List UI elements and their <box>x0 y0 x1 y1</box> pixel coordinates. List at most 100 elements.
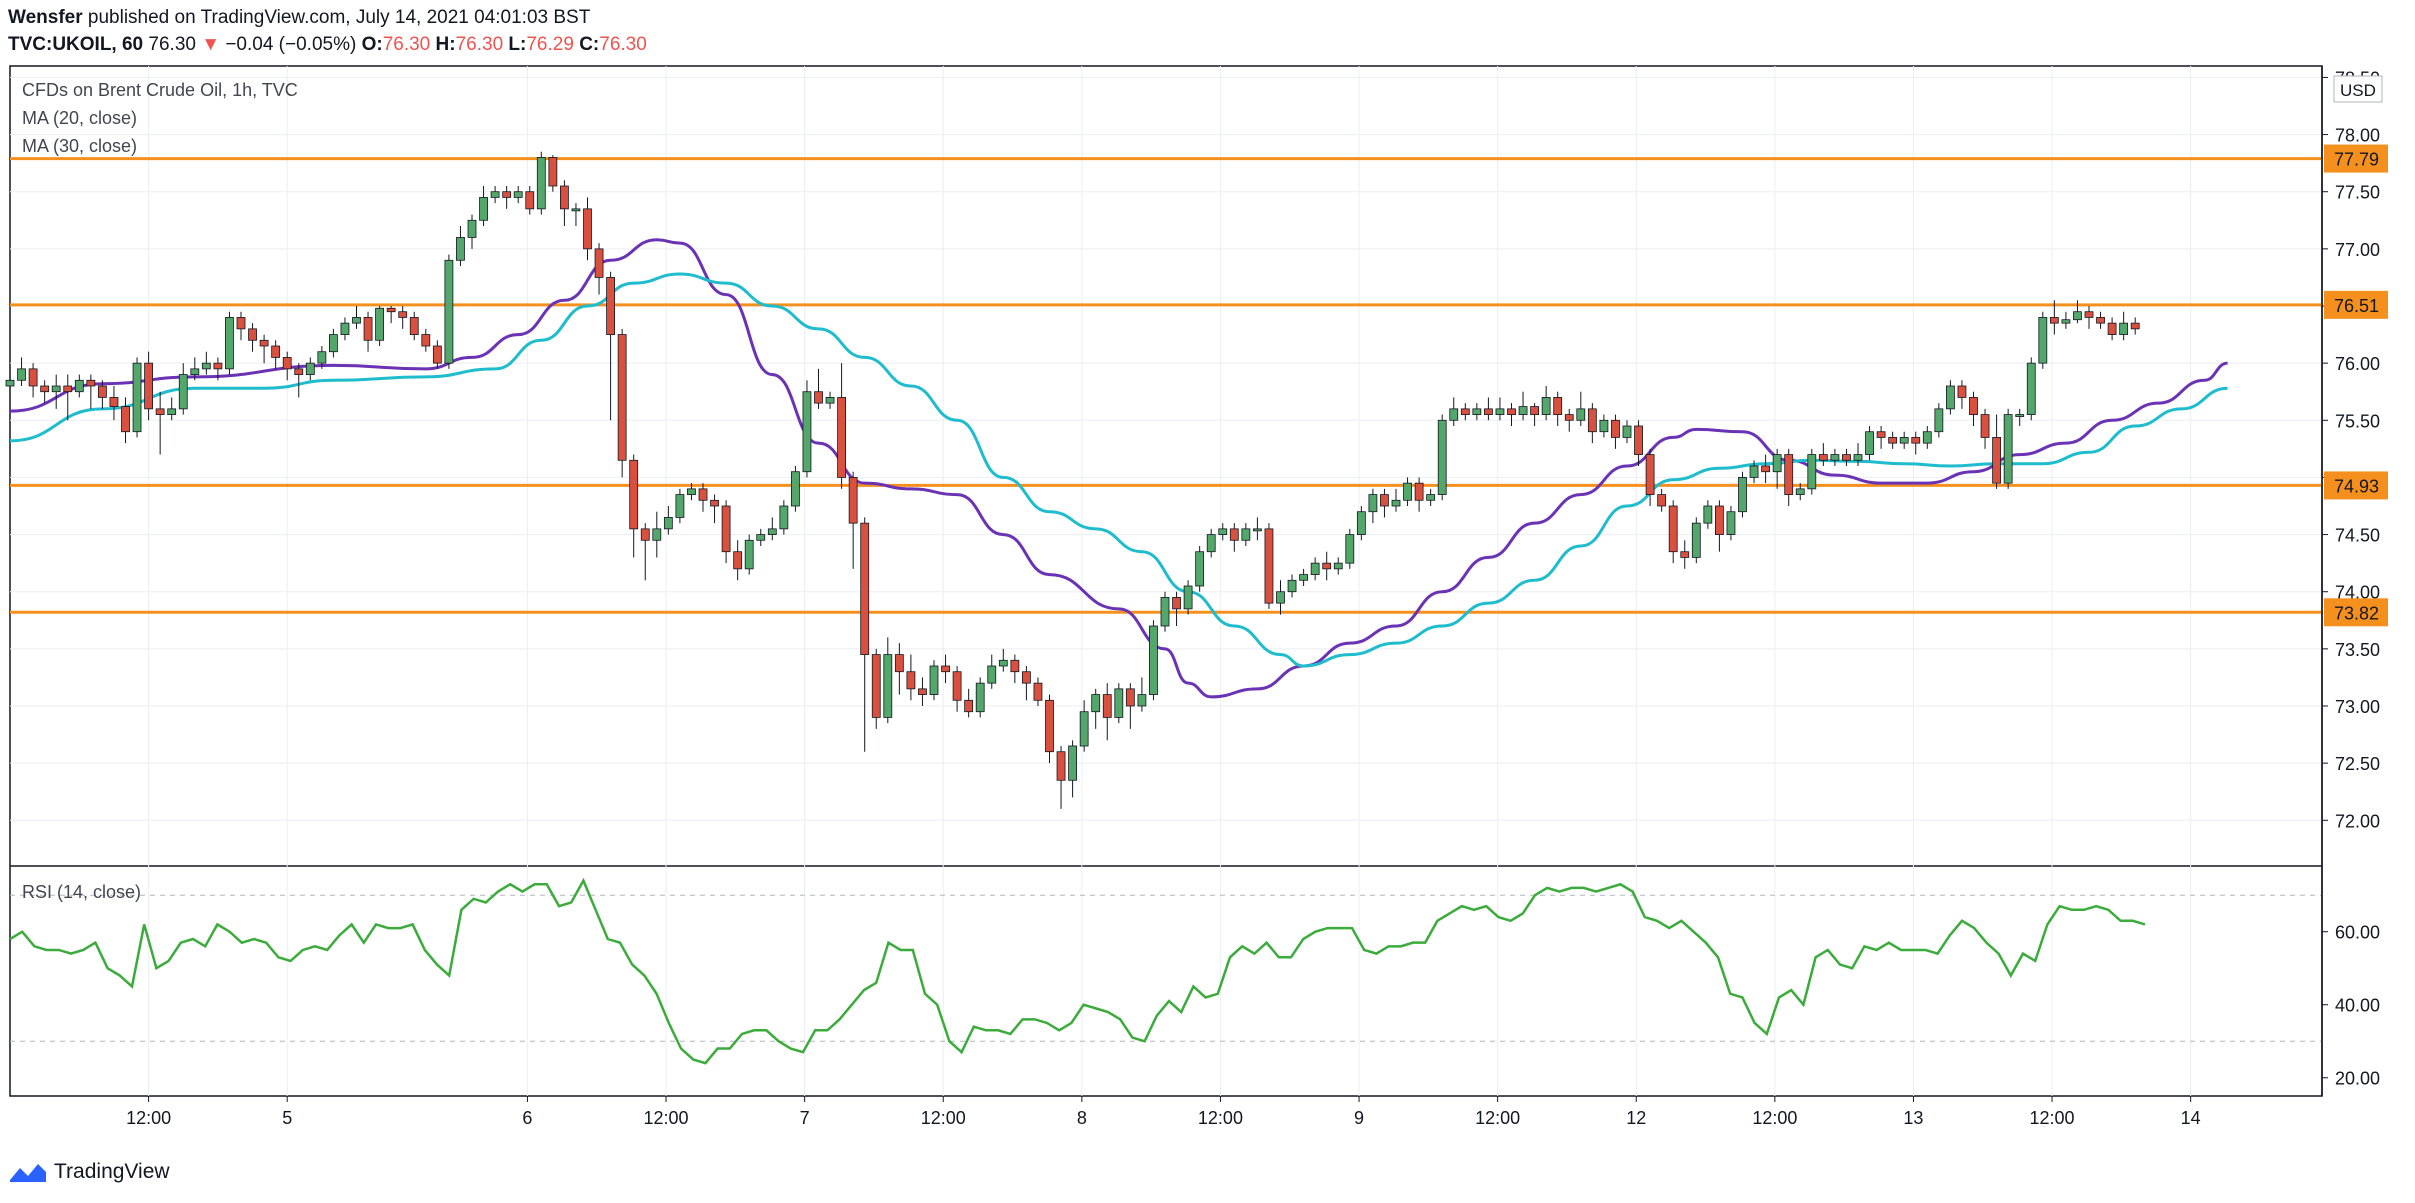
candle-down <box>1668 500 1678 564</box>
low-label: L: <box>508 34 527 55</box>
candle-up <box>201 351 211 375</box>
candle-body <box>1356 511 1366 535</box>
candle-up <box>2038 311 2048 369</box>
candle-down <box>386 306 396 324</box>
candle-up <box>2119 311 2129 341</box>
candle-down <box>294 363 304 398</box>
candle-up <box>883 637 893 724</box>
candle-down <box>98 380 107 409</box>
author-name[interactable]: Wensfer <box>8 7 83 28</box>
candle-body <box>1564 414 1574 421</box>
candle-down <box>918 677 927 706</box>
candle-body <box>1668 505 1678 553</box>
candle-body <box>1472 408 1482 415</box>
chart-title[interactable]: CFDs on Brent Crude Oil, 1h, TVC <box>22 80 298 100</box>
down-arrow-icon: ▼ <box>201 34 221 55</box>
candle-down <box>421 328 431 352</box>
time-tick-label: 12:00 <box>921 1108 966 1128</box>
candle-down <box>837 363 846 489</box>
candle-body <box>1114 688 1124 718</box>
footer-brand[interactable]: TradingView <box>8 1157 170 1187</box>
candle-body <box>236 317 246 330</box>
candle-body <box>1091 694 1101 713</box>
price-tick-label: 74.50 <box>2335 526 2380 546</box>
candle-body <box>1922 431 1932 444</box>
time-tick-label: 8 <box>1077 1108 1087 1128</box>
candle-down <box>1992 414 2001 489</box>
candle-up <box>17 357 26 386</box>
candle-body <box>779 505 789 530</box>
candle-down <box>1969 391 1978 426</box>
candle-up <box>479 186 488 226</box>
candle-body <box>837 397 846 478</box>
candle-body <box>1784 454 1794 495</box>
candle-body <box>456 237 465 261</box>
candle-body <box>1010 659 1020 673</box>
candle-body <box>1310 562 1320 575</box>
candle-body <box>1622 425 1632 438</box>
candle-up <box>1253 517 1262 541</box>
candle-body <box>2073 311 2082 321</box>
candle-down <box>40 380 50 404</box>
price-tick-label: 73.50 <box>2335 640 2380 660</box>
candle-up <box>490 186 500 204</box>
candle-down <box>2096 311 2105 329</box>
candle-body <box>444 259 454 364</box>
candle-body <box>1946 385 1955 410</box>
candle-up <box>1495 397 1505 421</box>
candle-up <box>687 483 696 501</box>
candle-down <box>964 688 974 718</box>
candle-up <box>1137 677 1147 712</box>
candle-body <box>640 528 650 541</box>
candle-down <box>1530 403 1539 426</box>
candle-up <box>1195 546 1205 592</box>
legend-ma20[interactable]: MA (20, close) <box>22 108 138 128</box>
candle-down <box>121 397 130 444</box>
candle-down <box>1645 448 1655 506</box>
candle-body <box>1957 385 1967 398</box>
candle-up <box>1356 506 1366 541</box>
candle-up <box>2015 408 2025 426</box>
candle-body <box>675 494 685 518</box>
open-label: O: <box>361 34 383 55</box>
candle-up <box>767 517 777 541</box>
candle-body <box>1980 414 1990 438</box>
candle-down <box>1010 654 1020 684</box>
candle-down <box>1911 431 1921 455</box>
candle-body <box>155 408 165 415</box>
candle-body <box>2049 317 2059 324</box>
candle-body <box>513 191 523 198</box>
candle-body <box>1634 425 1643 455</box>
candle-down <box>906 654 916 701</box>
candle-body <box>1576 408 1586 421</box>
candle-up <box>1807 448 1817 495</box>
price-tick-label: 72.50 <box>2335 754 2380 774</box>
candle-body <box>86 379 96 387</box>
candle-up <box>1241 523 1251 546</box>
candle-body <box>271 345 281 358</box>
candle-body <box>2061 319 2071 324</box>
candle-body <box>1495 408 1505 415</box>
candle-down <box>63 374 73 421</box>
candle-down <box>1980 408 1990 449</box>
candle-body <box>1599 419 1609 433</box>
candle-down <box>710 494 719 524</box>
candle-up <box>1541 386 1551 421</box>
legend-ma30[interactable]: MA (30, close) <box>22 136 138 156</box>
legend-rsi[interactable]: RSI (14, close) <box>22 882 142 902</box>
candle-body <box>2038 317 2048 364</box>
candle-down <box>848 471 858 569</box>
time-tick-label: 12:00 <box>1475 1108 1520 1128</box>
candle-up <box>1276 580 1285 615</box>
candle-body <box>536 157 546 210</box>
candle-down <box>1460 403 1470 421</box>
candle-body <box>583 208 592 250</box>
candle-body <box>1241 528 1251 541</box>
candle-down <box>1564 408 1574 432</box>
time-tick-label: 5 <box>282 1108 292 1128</box>
candle-up <box>779 500 789 535</box>
candle-up <box>1946 380 1955 415</box>
candle-body <box>1033 682 1043 701</box>
